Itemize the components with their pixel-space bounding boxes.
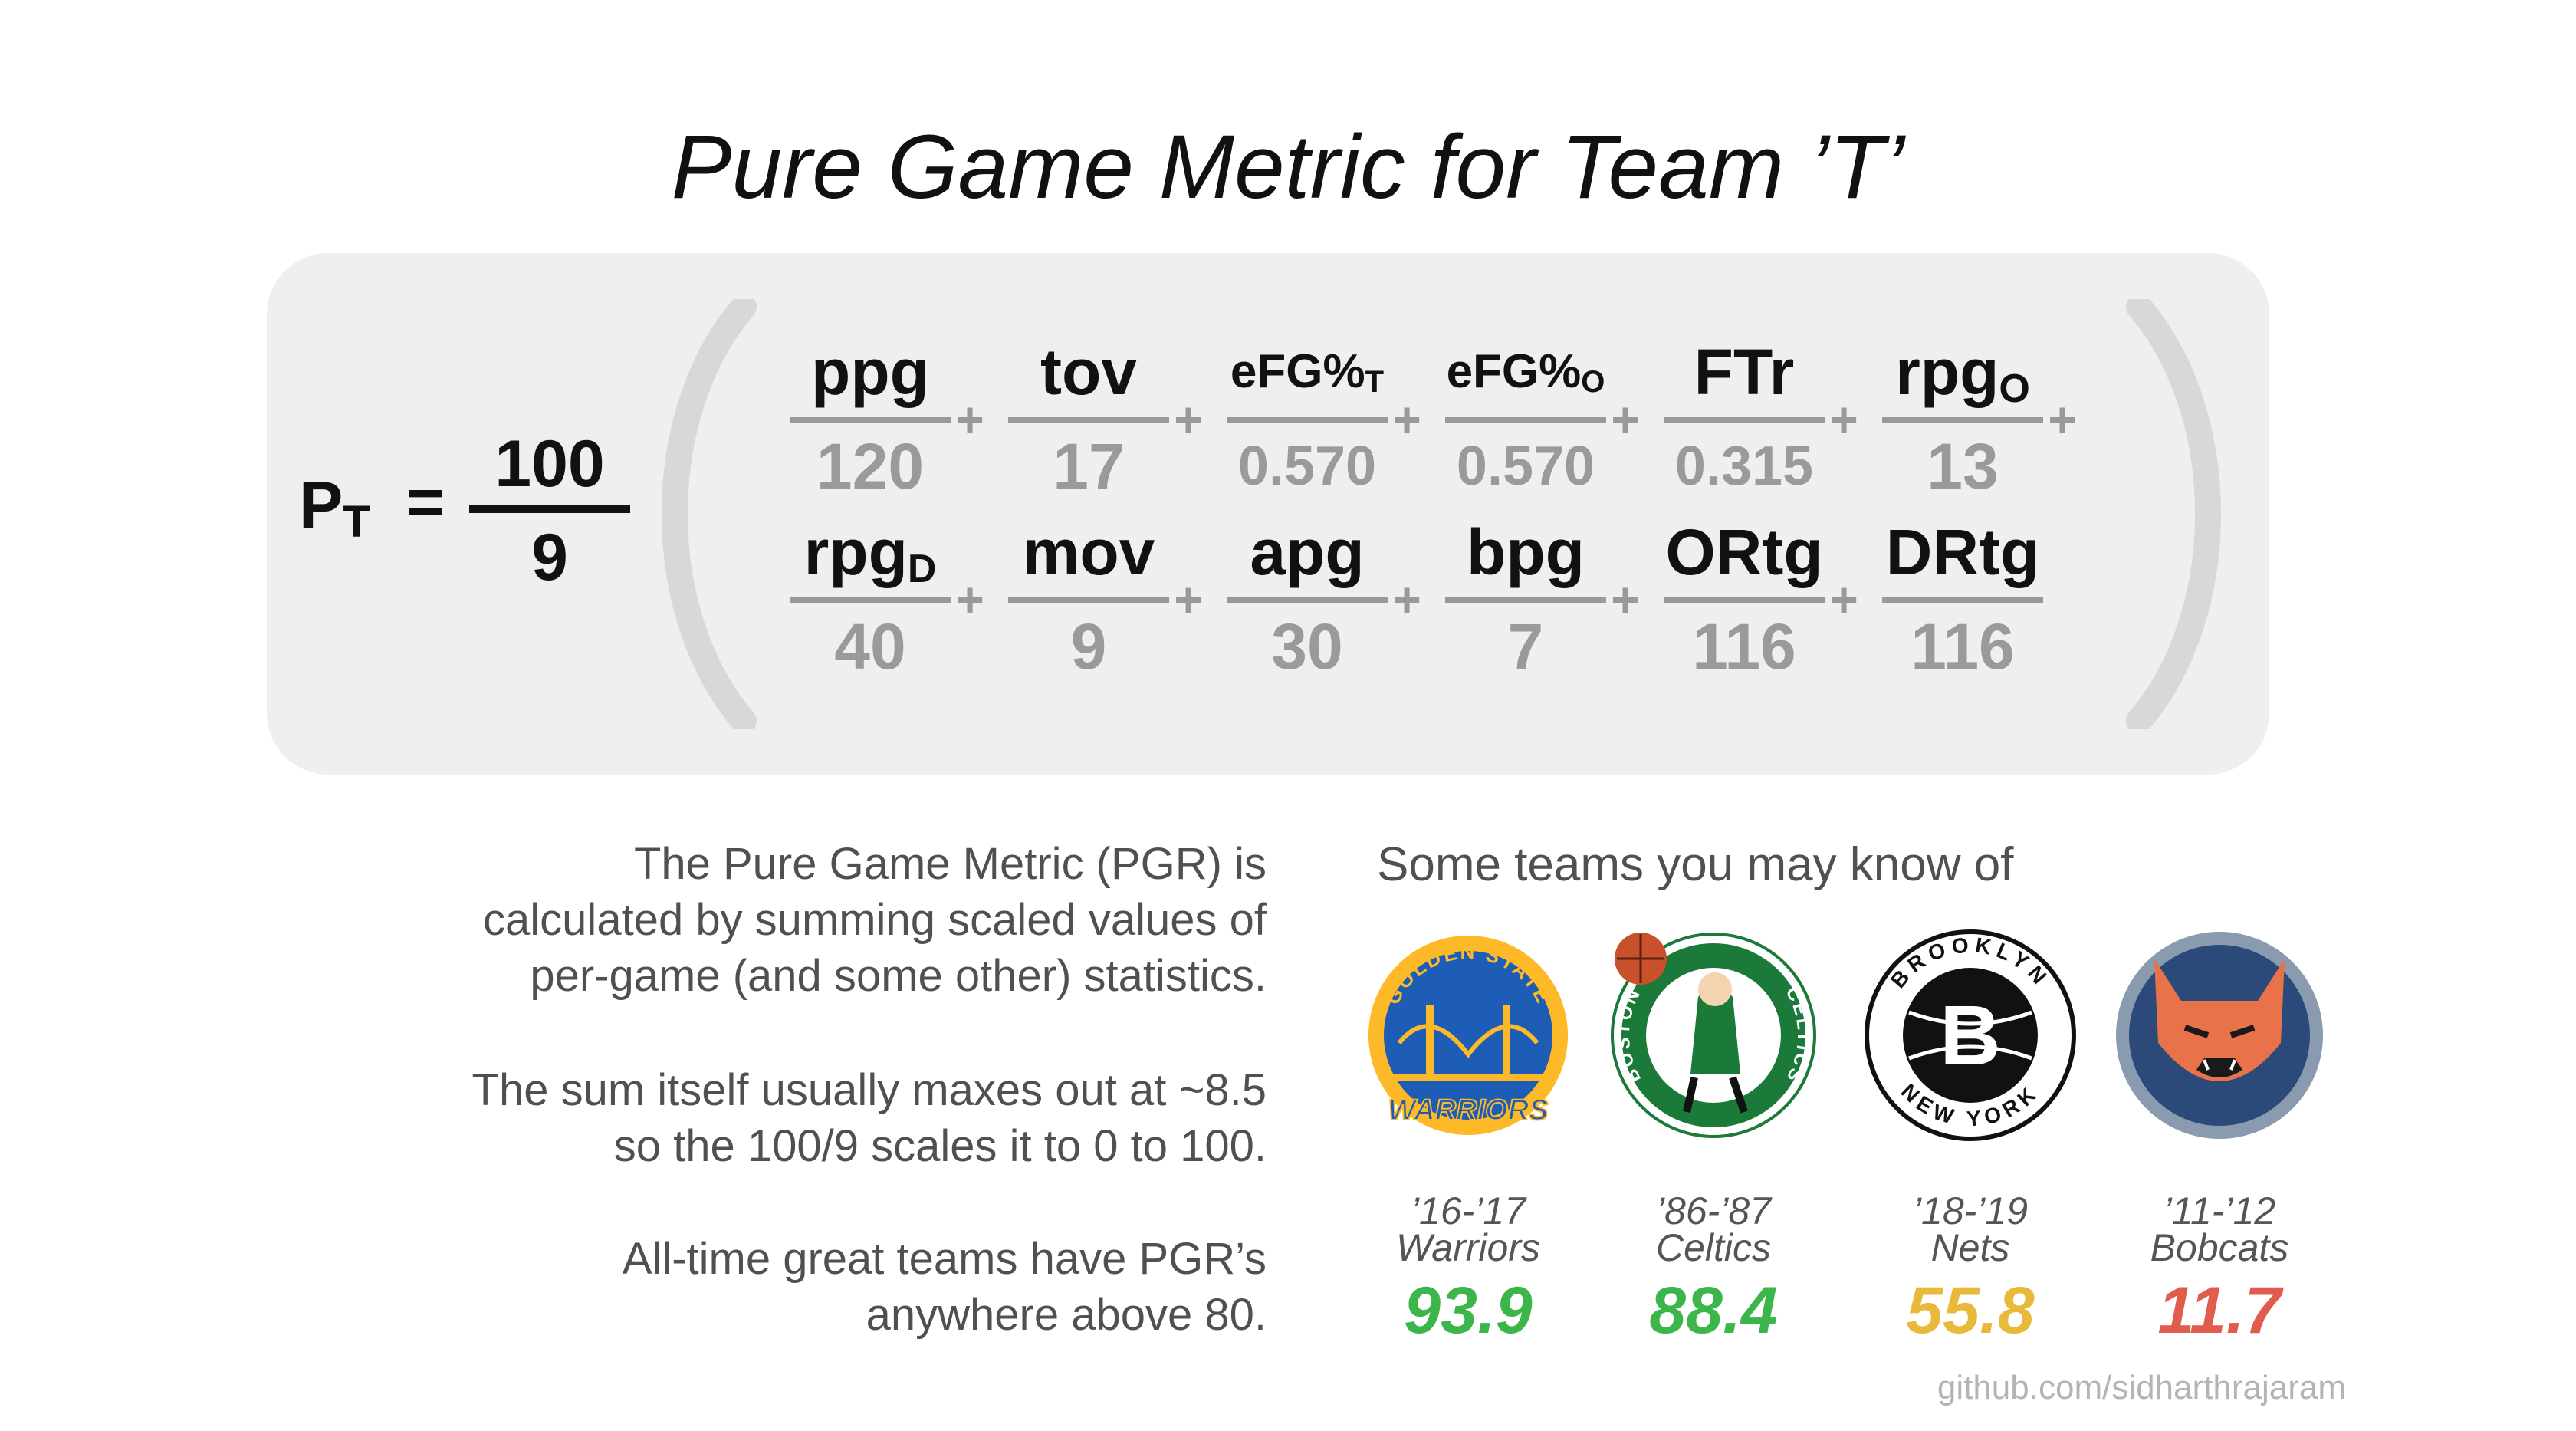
team-label-celtics: ’86-’87 Celtics: [1655, 1189, 1772, 1269]
score-nets: 55.8: [1906, 1274, 2035, 1347]
scale-denominator: 9: [531, 521, 568, 594]
term-drtg: DRtg 116: [1882, 510, 2043, 689]
term-rpg-offensive: rpgO 13: [1882, 330, 2043, 508]
team-label-warriors: ’16-’17 Warriors: [1396, 1189, 1540, 1269]
plus-sign: +: [955, 572, 984, 627]
fraction-bar: [469, 505, 630, 513]
term-bpg: bpg 7: [1445, 510, 1606, 689]
description-paragraph-2: The sum itself usually maxes out at ~8.5…: [472, 1065, 1267, 1171]
credit-link[interactable]: github.com/sidharthrajaram: [1937, 1369, 2346, 1406]
term-ftr: FTr 0.315: [1664, 330, 1825, 508]
scale-fraction: 100 9: [469, 426, 630, 596]
term-ortg: ORtg 116: [1664, 510, 1825, 689]
score-warriors: 93.9: [1404, 1274, 1533, 1347]
nets-logo: B BROOKLYN NEW YORK: [1863, 928, 2078, 1143]
formula-panel: [267, 253, 2269, 775]
team-label-bobcats: ’11-’12 Bobcats: [2150, 1189, 2289, 1269]
plus-sign: +: [1611, 392, 1640, 447]
svg-text:WARRIORS: WARRIORS: [1388, 1094, 1549, 1127]
warriors-logo: GOLDEN STATE WARRIORS: [1361, 928, 1576, 1143]
plus-sign: +: [1392, 392, 1421, 447]
page-title: Pure Game Metric for Team ’T’: [671, 117, 1905, 218]
right-parenthesis: [2101, 294, 2254, 734]
description-paragraph-1: The Pure Game Metric (PGR) is calculated …: [483, 839, 1267, 1001]
term-rpg-defensive: rpgD 40: [790, 510, 951, 689]
term-mov: mov 9: [1008, 510, 1169, 689]
svg-text:B: B: [1940, 989, 2000, 1083]
plus-sign: +: [1174, 572, 1203, 627]
plus-sign: +: [1174, 392, 1203, 447]
term-efg-opponent: eFG%O 0.570: [1445, 345, 1606, 497]
score-bobcats: 11.7: [2157, 1274, 2282, 1347]
scale-numerator: 100: [495, 427, 605, 501]
equals-sign: =: [406, 465, 445, 539]
team-label-nets: ’18-’19 Nets: [1912, 1189, 2029, 1269]
description-paragraph-3: All-time great teams have PGR’s anywhere …: [622, 1234, 1267, 1340]
teams-heading: Some teams you may know of: [1377, 838, 2014, 891]
term-apg: apg 30: [1227, 510, 1388, 689]
score-celtics: 88.4: [1649, 1274, 1778, 1347]
formula-lhs: PT: [299, 469, 370, 547]
term-ppg: ppg 120: [790, 330, 951, 508]
plus-sign: +: [1611, 572, 1640, 627]
term-efg-team: eFG%T 0.570: [1227, 330, 1388, 508]
bobcats-logo: [2112, 928, 2327, 1143]
plus-sign: +: [1392, 572, 1421, 627]
term-tov: tov 17: [1008, 330, 1169, 508]
plus-sign: +: [955, 392, 984, 447]
plus-sign: +: [1829, 572, 1858, 627]
plus-sign: +: [1829, 392, 1858, 447]
left-parenthesis: [629, 294, 782, 734]
plus-sign: +: [2048, 392, 2077, 447]
celtics-logo: BOSTON CELTICS: [1606, 928, 1821, 1143]
